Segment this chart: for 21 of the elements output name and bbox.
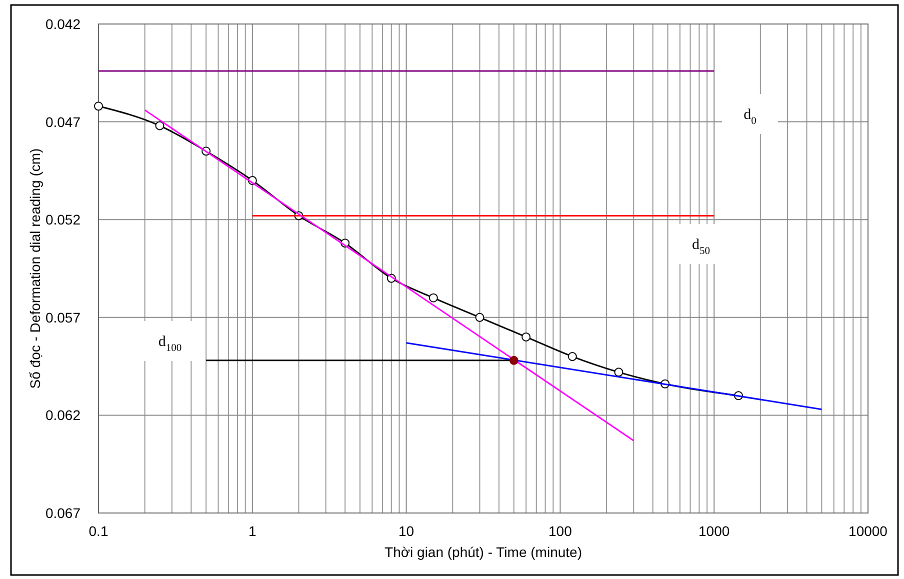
annotation: d$_{0}$ bbox=[744, 107, 756, 127]
x-tick-label: 100 bbox=[548, 523, 572, 539]
y-tick-label: 0.067 bbox=[45, 505, 81, 521]
point bbox=[155, 121, 164, 130]
y-tick-label: 0.062 bbox=[45, 407, 81, 424]
x-tick-label: 10000 bbox=[848, 523, 888, 539]
x-tick-label: 1000 bbox=[698, 523, 730, 539]
annotation: d$_{100}$ bbox=[158, 334, 182, 354]
y-tick-label: 0.042 bbox=[45, 16, 81, 32]
x-tick-label: 10 bbox=[398, 523, 414, 539]
point bbox=[522, 332, 531, 342]
y-axis-title: Số đọc - Deformation dial reading (cm) bbox=[27, 148, 43, 389]
x-tick-label: 1 bbox=[248, 523, 256, 539]
point bbox=[614, 368, 624, 377]
x-axis-title: Thời gian (phút) - Time (minute) bbox=[384, 544, 582, 560]
y-tick-label: 0.057 bbox=[45, 309, 81, 326]
y-tick-label: 0.047 bbox=[45, 114, 81, 130]
x-tick-label: 0.1 bbox=[88, 523, 108, 539]
y-tick-label: 0.052 bbox=[45, 212, 81, 228]
annotation: d$_{50}$ bbox=[692, 237, 710, 257]
point bbox=[568, 352, 577, 362]
